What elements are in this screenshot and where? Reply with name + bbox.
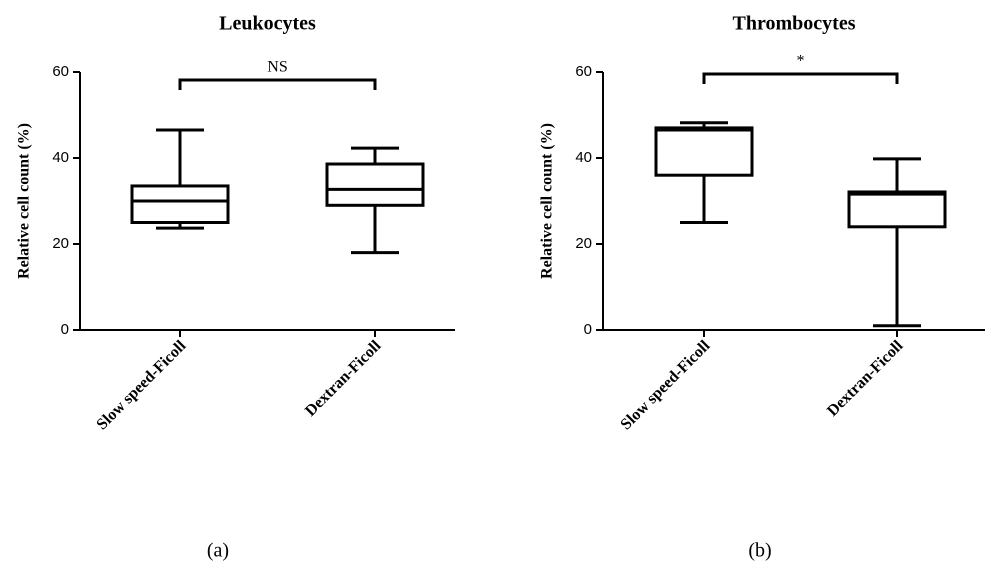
x-tick-label: Dextran-Ficoll — [824, 337, 907, 420]
x-tick-label: Dextran-Ficoll — [302, 337, 385, 420]
y-tick-label: 20 — [575, 235, 592, 252]
box — [130, 184, 230, 224]
chart-title: Thrombocytes — [733, 13, 856, 35]
y-tick-label: 0 — [61, 321, 69, 338]
y-axis-label: Relative cell count (%) — [539, 123, 556, 279]
y-tick-label: 60 — [575, 63, 592, 80]
box — [847, 190, 947, 229]
y-tick-label: 40 — [575, 149, 592, 166]
box — [654, 126, 754, 177]
y-tick-label: 0 — [584, 321, 592, 338]
significance-bracket — [178, 78, 377, 90]
significance-bracket — [702, 72, 899, 84]
box — [325, 162, 425, 207]
y-tick-label: 60 — [52, 63, 69, 80]
significance-label: * — [797, 53, 805, 70]
y-tick-label: 20 — [52, 235, 69, 252]
y-tick-label: 40 — [52, 149, 69, 166]
y-axis-label: Relative cell count (%) — [16, 123, 33, 279]
significance-label: NS — [267, 59, 287, 76]
x-tick-label: Slow speed-Ficoll — [617, 337, 713, 433]
chart-title: Leukocytes — [219, 13, 316, 35]
panel-label: (a) — [207, 540, 229, 562]
panel-label: (b) — [748, 540, 771, 562]
x-tick-label: Slow speed-Ficoll — [93, 337, 189, 433]
